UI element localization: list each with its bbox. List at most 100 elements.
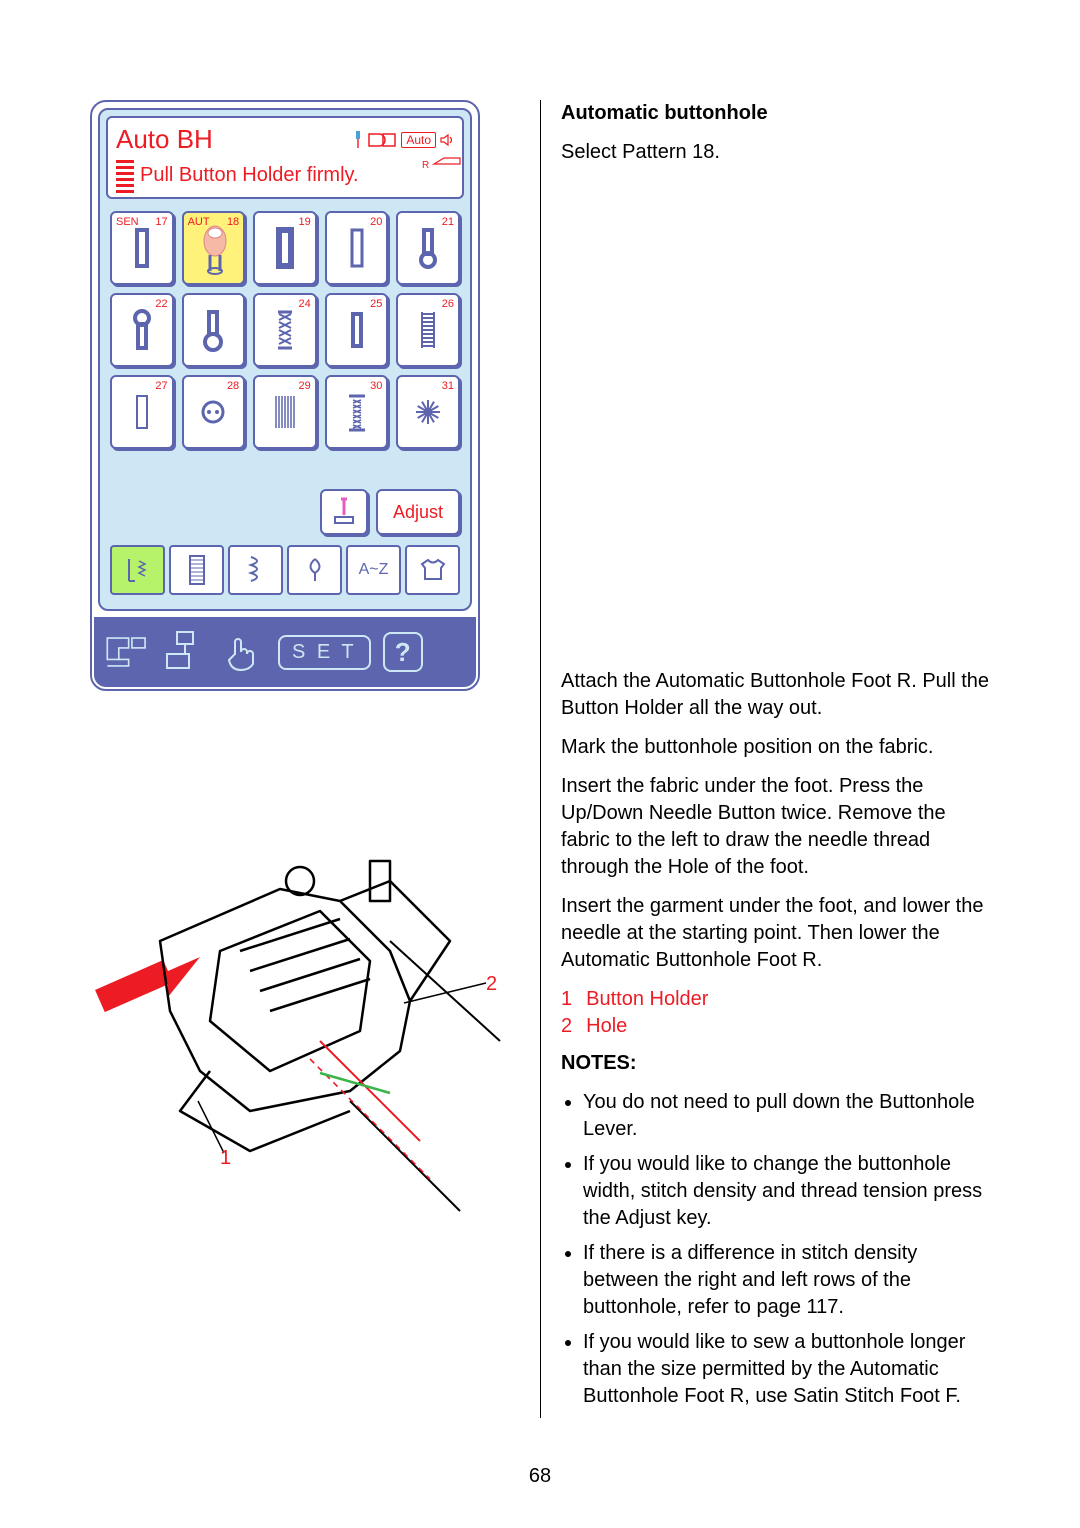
select-pattern-line: Select Pattern 18.: [561, 139, 990, 166]
pattern-glyph: [342, 388, 372, 436]
pattern-26-button[interactable]: 26: [396, 293, 460, 367]
notes-heading: NOTES:: [561, 1052, 637, 1074]
pattern-27-button[interactable]: 27: [110, 375, 174, 449]
pattern-28-button[interactable]: 28: [182, 375, 246, 449]
zigzag-icon: [116, 157, 134, 193]
pattern-number: 20: [370, 216, 382, 228]
legend-item: 1Button Holder: [561, 986, 990, 1013]
mode-garment-button[interactable]: [405, 545, 460, 595]
auto-label: Auto: [401, 132, 436, 148]
page-number: 68: [529, 1465, 551, 1488]
satin-icon: [245, 553, 267, 587]
pattern-x-button[interactable]: [182, 293, 246, 367]
pattern-number: 30: [370, 380, 382, 392]
pattern-prefix: AUT: [188, 216, 210, 228]
diagram-callout-2: 2: [486, 973, 497, 996]
section-heading: Automatic buttonhole: [561, 102, 768, 124]
foot-diagram: 1 2: [90, 811, 510, 1231]
az-label: A~Z: [359, 561, 389, 579]
pattern-number: 29: [299, 380, 311, 392]
lcd-panel: Auto BH Auto Pull Button Holder firmly.: [90, 100, 480, 691]
instruction-p4: Insert the garment under the foot, and l…: [561, 893, 990, 974]
mode-utility-button[interactable]: [110, 545, 165, 595]
buttonhole-mode-icon: [186, 553, 208, 587]
needle-icon: [353, 131, 363, 149]
hand-icon[interactable]: [220, 629, 266, 675]
pattern-glyph: [127, 388, 157, 436]
pattern-number: 26: [442, 298, 454, 310]
pattern-number: 21: [442, 216, 454, 228]
pattern-glyph: [413, 306, 443, 354]
lcd-inner: Auto BH Auto Pull Button Holder firmly.: [98, 108, 472, 611]
pattern-glyph: [127, 306, 157, 354]
legend-list: 1Button Holder2Hole: [561, 986, 990, 1040]
needle-plate-icon: [331, 497, 357, 527]
pattern-number: 28: [227, 380, 239, 392]
pattern-glyph: [342, 224, 372, 272]
set-button[interactable]: S E T: [278, 635, 371, 670]
pattern-18-button[interactable]: AUT 18: [182, 211, 246, 285]
pattern-number: 24: [299, 298, 311, 310]
mode-satin-button[interactable]: [228, 545, 283, 595]
pattern-number: 31: [442, 380, 454, 392]
pattern-number: 25: [370, 298, 382, 310]
pattern-25-button[interactable]: 25: [325, 293, 389, 367]
note-item: If you would like to change the buttonho…: [583, 1151, 990, 1232]
pattern-22-button[interactable]: 22: [110, 293, 174, 367]
instruction-text: Automatic buttonhole Select Pattern 18. …: [540, 100, 990, 1418]
adjust-button[interactable]: Adjust: [376, 489, 460, 535]
machine-icon[interactable]: [104, 629, 150, 675]
foot-outline-icon: [367, 132, 397, 148]
pattern-glyph: [342, 306, 372, 354]
instruction-p3: Insert the fabric under the foot. Press …: [561, 773, 990, 881]
pattern-number: 17: [155, 216, 167, 228]
pattern-glyph: [198, 306, 228, 354]
pattern-glyph: [413, 388, 443, 436]
pattern-glyph: [413, 224, 443, 272]
lcd-header-icons: Auto: [353, 131, 454, 149]
pattern-glyph: [198, 388, 228, 436]
mode-buttonhole-button[interactable]: [169, 545, 224, 595]
instruction-p2: Mark the buttonhole position on the fabr…: [561, 734, 990, 761]
pattern-31-button[interactable]: 31: [396, 375, 460, 449]
mode-row: A~Z: [106, 545, 464, 599]
mode-decorative-button[interactable]: [287, 545, 342, 595]
pattern-17-button[interactable]: SEN 17: [110, 211, 174, 285]
pattern-number: 19: [299, 216, 311, 228]
pattern-30-button[interactable]: 30: [325, 375, 389, 449]
pattern-glyph: [270, 388, 300, 436]
pattern-glyph: [270, 224, 300, 272]
note-item: You do not need to pull down the Buttonh…: [583, 1089, 990, 1143]
lcd-subtitle: Pull Button Holder firmly.: [140, 164, 359, 187]
pattern-number: 27: [155, 380, 167, 392]
decorative-icon: [302, 555, 328, 585]
diagram-callout-1: 1: [220, 1147, 231, 1170]
pattern-glyph: [127, 224, 157, 272]
utility-icon: [123, 555, 153, 585]
help-button[interactable]: ?: [383, 632, 423, 672]
foot-r-label: R: [422, 154, 462, 171]
pattern-grid: SEN 17 AUT 18 19 20 21 22 24 25 26 27 28 29 30 31: [106, 207, 464, 449]
needle-plate-button[interactable]: [320, 489, 368, 535]
pattern-29-button[interactable]: 29: [253, 375, 317, 449]
pattern-prefix: SEN: [116, 216, 139, 228]
lcd-header: Auto BH Auto Pull Button Holder firmly.: [106, 116, 464, 199]
instruction-p1: Attach the Automatic Buttonhole Foot R. …: [561, 668, 990, 722]
shirt-icon: [418, 557, 448, 583]
pattern-21-button[interactable]: 21: [396, 211, 460, 285]
speaker-icon: [440, 133, 454, 147]
pattern-19-button[interactable]: 19: [253, 211, 317, 285]
lcd-title: Auto BH: [116, 124, 213, 155]
pattern-number: 22: [155, 298, 167, 310]
mode-monogram-button[interactable]: A~Z: [346, 545, 401, 595]
link-pc-icon[interactable]: [162, 629, 208, 675]
legend-item: 2Hole: [561, 1013, 990, 1040]
note-item: If you would like to sew a buttonhole lo…: [583, 1329, 990, 1410]
lcd-bottom-bar: S E T ?: [94, 617, 476, 687]
note-item: If there is a difference in stitch densi…: [583, 1240, 990, 1321]
pattern-20-button[interactable]: 20: [325, 211, 389, 285]
pattern-glyph: [198, 224, 228, 272]
pattern-number: 18: [227, 216, 239, 228]
pattern-24-button[interactable]: 24: [253, 293, 317, 367]
pattern-glyph: [270, 306, 300, 354]
